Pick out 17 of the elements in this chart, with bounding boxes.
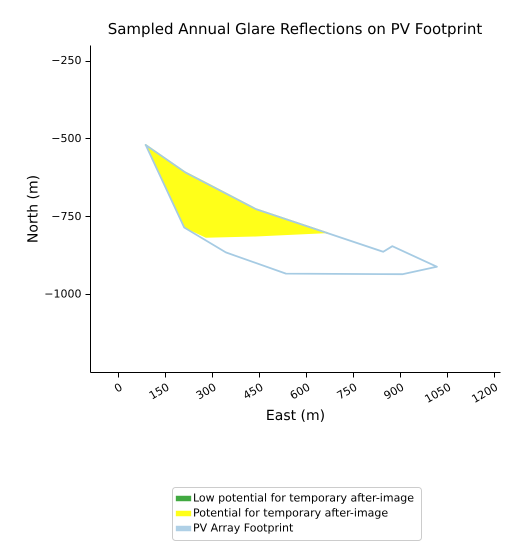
x-tick-label: 300 <box>194 380 219 402</box>
x-tick-label: 0 <box>112 380 125 396</box>
chart-title: Sampled Annual Glare Reflections on PV Footprint <box>108 20 482 38</box>
legend-label: Potential for temporary after-image <box>193 506 388 520</box>
y-axis-title: North (m) <box>25 174 42 244</box>
x-tick-label: 900 <box>382 380 406 402</box>
x-tick-label: 750 <box>334 380 360 402</box>
x-axis-title: East (m) <box>266 408 326 424</box>
x-tick-label: 150 <box>146 380 172 402</box>
legend-label: Low potential for temporary after-image <box>193 492 414 504</box>
legend-label: PV Array Footprint <box>193 522 294 534</box>
y-tick-label: −500 <box>51 132 82 145</box>
y-tick-label: −250 <box>51 54 82 68</box>
x-tick-label: 450 <box>240 380 266 402</box>
x-tick-label: 600 <box>288 380 312 402</box>
y-tick-label: −1000 <box>44 288 82 301</box>
y-tick-label: −750 <box>51 210 82 223</box>
